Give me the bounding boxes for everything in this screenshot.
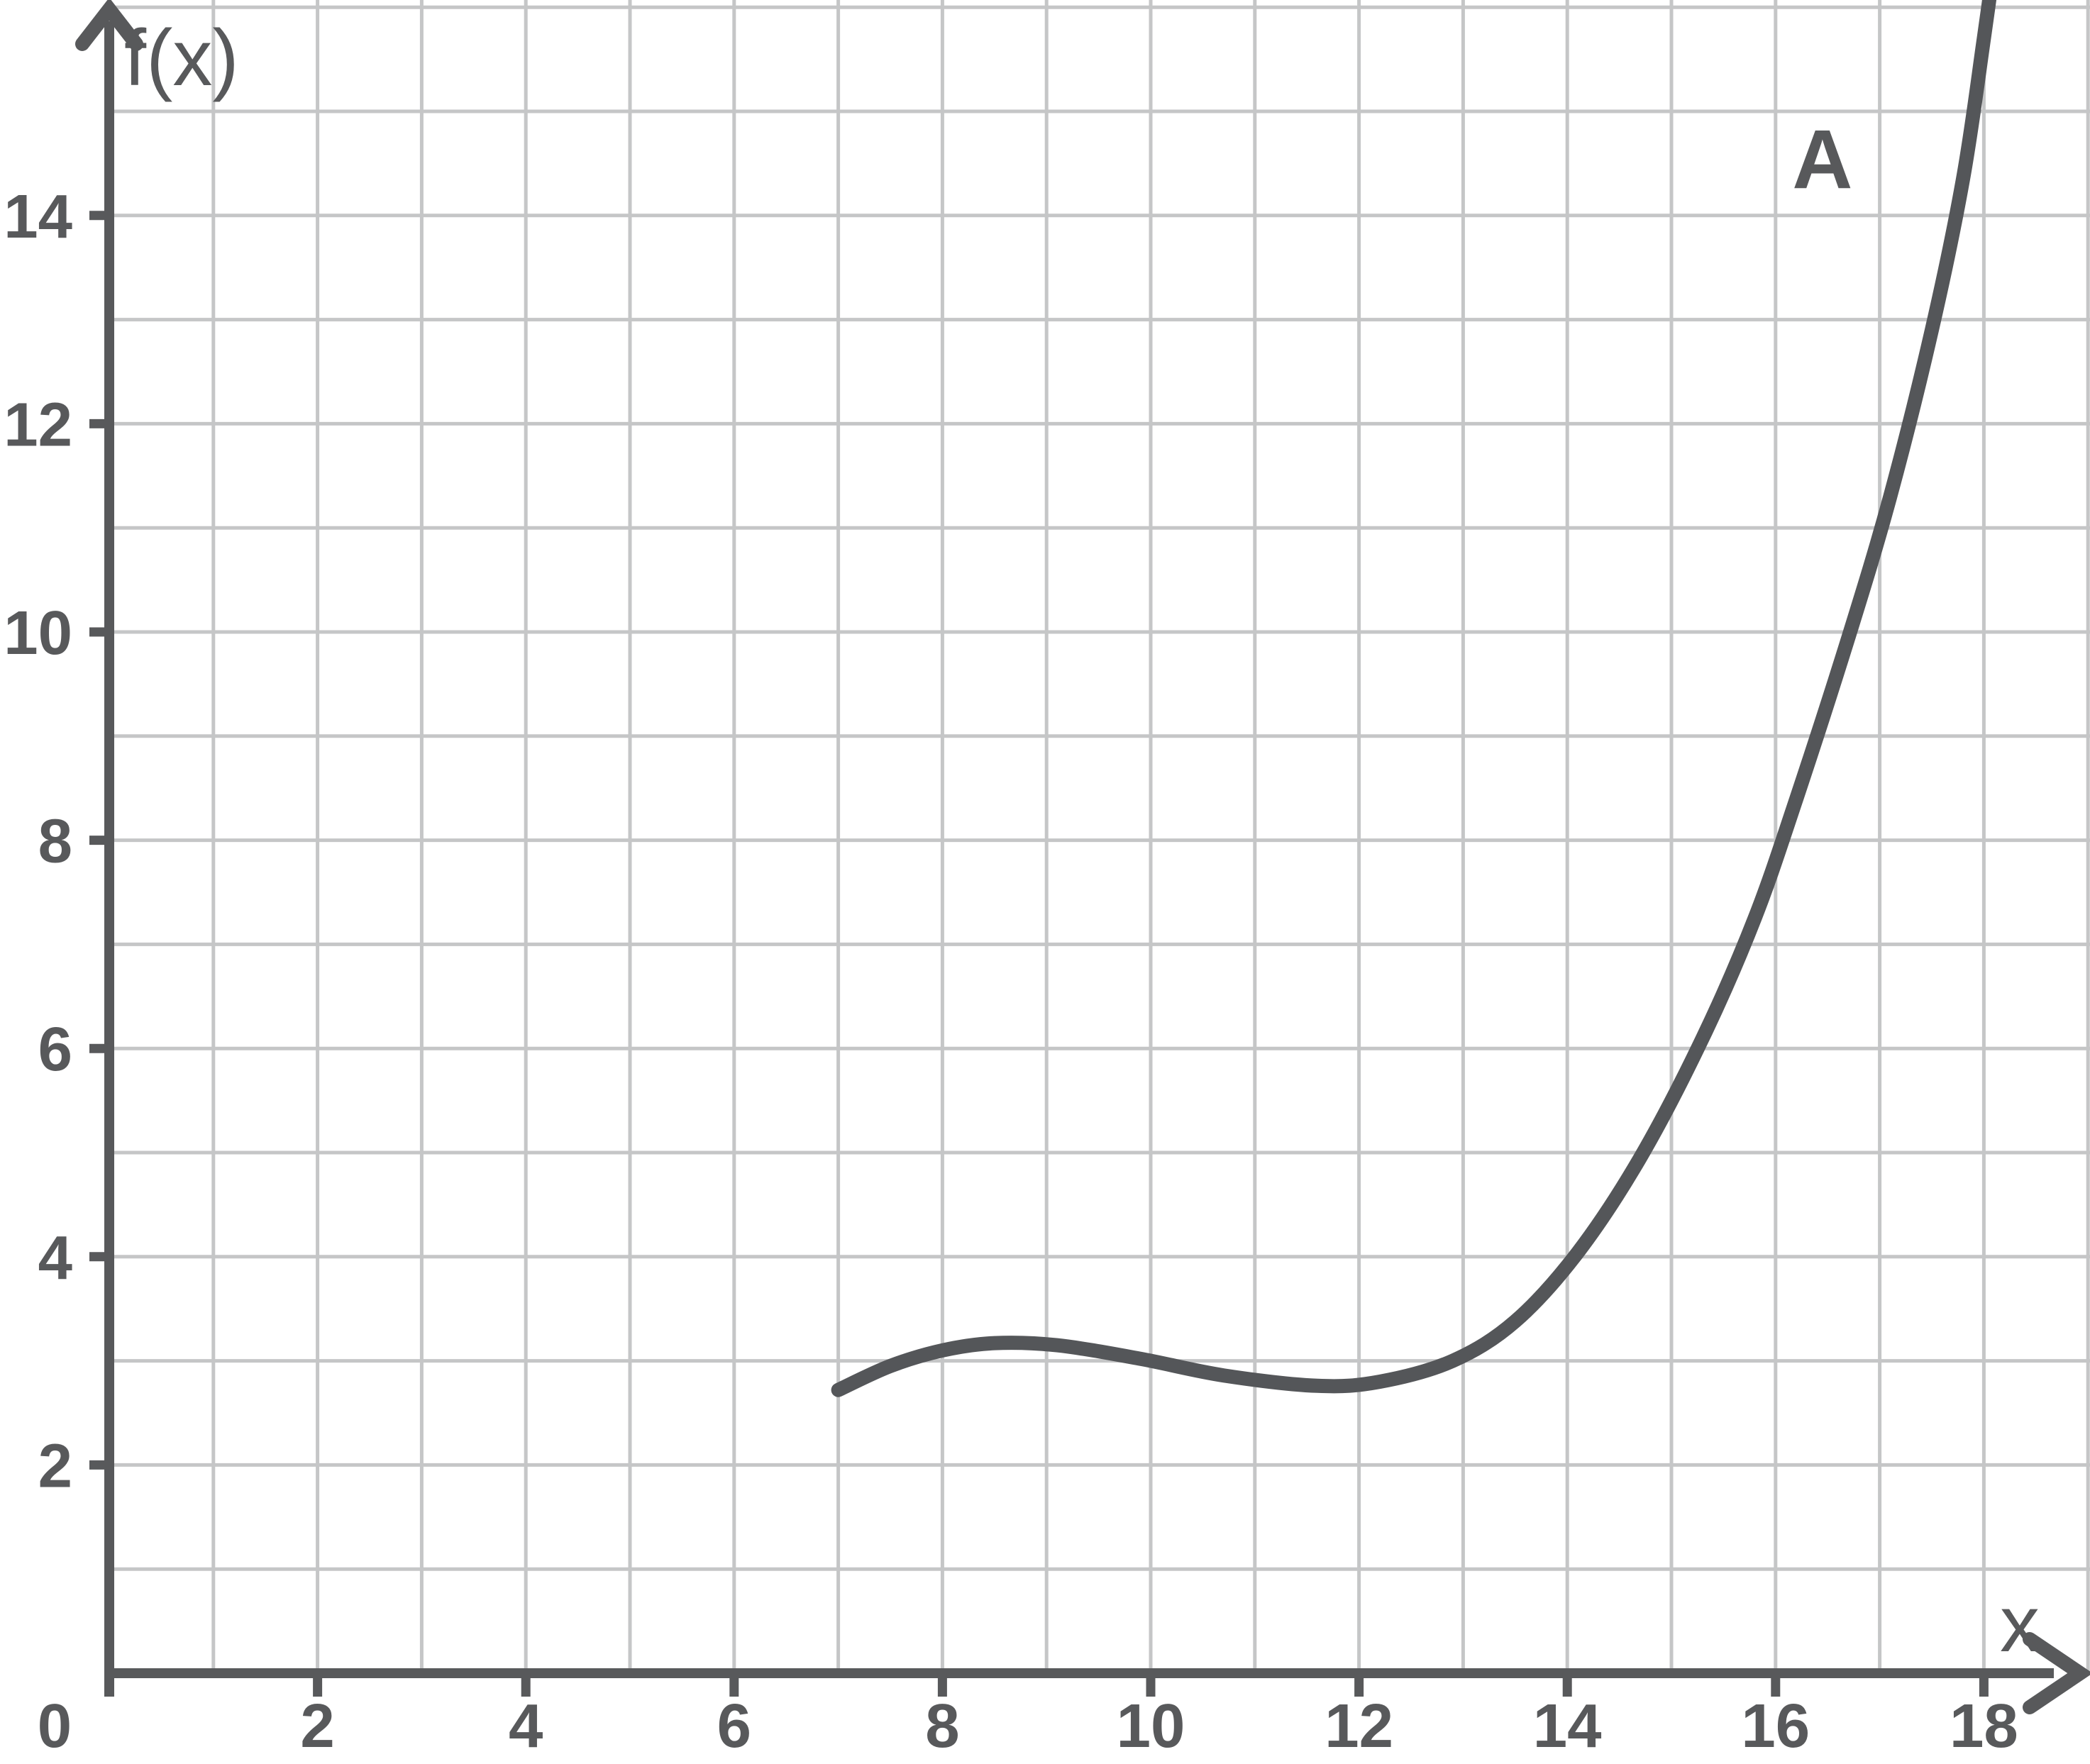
curve-label: A xyxy=(1792,113,1852,206)
y-tick-label: 12 xyxy=(4,390,72,459)
y-axis-title: f(x) xyxy=(124,13,239,102)
y-axis-arrow-icon xyxy=(75,0,143,51)
y-tick-label: 8 xyxy=(38,807,72,876)
x-axis-arrow-icon xyxy=(2023,1632,2090,1714)
y-tick-label: 14 xyxy=(4,182,72,251)
y-tick-label: 4 xyxy=(38,1224,72,1292)
y-tick-label: 6 xyxy=(38,1015,72,1084)
x-tick-label: 14 xyxy=(1533,1692,1602,1760)
x-tick-label: 2 xyxy=(300,1692,334,1760)
function-curve xyxy=(831,0,1997,1397)
x-tick-label: 4 xyxy=(509,1692,543,1760)
x-tick-label: 8 xyxy=(925,1692,959,1760)
curve-layer xyxy=(831,0,1997,1397)
y-tick-label: 2 xyxy=(38,1431,72,1500)
x-tick-label: 0 xyxy=(38,1692,72,1760)
x-tick-label: 16 xyxy=(1741,1692,1810,1760)
y-tick-label: 10 xyxy=(4,599,72,667)
x-tick-label: 10 xyxy=(1117,1692,1185,1760)
x-axis-title: x xyxy=(2000,1580,2040,1668)
axes xyxy=(75,0,2090,1714)
x-tick-label: 12 xyxy=(1325,1692,1393,1760)
grid-lines xyxy=(109,0,2090,1673)
labels: 0 2 4 6 8 10 12 14 16 18 2 4 6 8 10 12 14 f(x) x A xyxy=(4,13,2040,1760)
x-tick-label: 18 xyxy=(1950,1692,2018,1760)
x-tick-label: 6 xyxy=(717,1692,751,1760)
